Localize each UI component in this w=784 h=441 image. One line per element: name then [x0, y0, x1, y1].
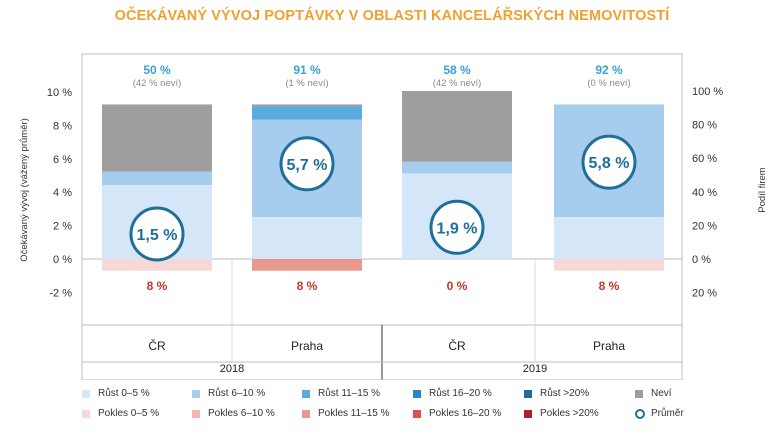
- bar-segment-r-st-0-5-: [554, 217, 664, 259]
- legend-label: Pokles >20%: [540, 408, 599, 419]
- dont-know-label: (42 % neví): [133, 78, 182, 89]
- bar-segment-nev-: [402, 91, 512, 162]
- legend-swatch: [192, 409, 200, 418]
- legend-item: Pokles 0–5 %: [82, 408, 159, 419]
- right-axis-title: Podíl firem: [757, 167, 768, 212]
- legend-item: Pokles 16–20 %: [413, 408, 501, 419]
- legend-item: Pokles 11–15 %: [302, 408, 390, 419]
- legend-item: Růst >20%: [524, 388, 589, 399]
- category-label: ČR: [148, 338, 166, 353]
- right-tick-label: 40 %: [692, 187, 717, 199]
- right-tick-label: 0 %: [692, 254, 711, 266]
- average-marker: [429, 199, 485, 255]
- decline-share-label: 8 %: [599, 279, 620, 293]
- legend-swatch: [302, 389, 310, 398]
- right-tick-label: 20 %: [692, 220, 717, 232]
- bar-segment-nev-: [102, 104, 212, 172]
- legend-label: Růst >20%: [540, 388, 590, 399]
- dont-know-label: (1 % neví): [285, 78, 328, 89]
- legend-swatch: [82, 409, 90, 418]
- decline-share-label: 0 %: [447, 279, 468, 293]
- right-tick-label: 60 %: [692, 153, 717, 165]
- left-tick-label: 6 %: [53, 154, 72, 166]
- left-tick-label: 0 %: [53, 254, 72, 266]
- left-tick-label: 4 %: [53, 187, 72, 199]
- category-label: Praha: [291, 339, 323, 353]
- year-label: 2018: [220, 363, 244, 375]
- bar-segment-r-st-11-15-: [252, 106, 362, 120]
- legend-swatch: [524, 389, 532, 398]
- legend-item: Pokles >20%: [524, 408, 599, 419]
- average-value-label: 5,7 %: [287, 157, 328, 174]
- category-label: ČR: [448, 338, 466, 353]
- right-tick-label: 80 %: [692, 120, 717, 132]
- legend-label: Pokles 0–5 %: [98, 408, 160, 419]
- growth-share-label: 58 %: [443, 63, 471, 77]
- legend-label: Růst 16–20 %: [429, 388, 492, 399]
- legend-swatch: [192, 389, 200, 398]
- average-marker: [279, 136, 335, 192]
- legend-label: Pokles 6–10 %: [208, 408, 275, 419]
- category-label: Praha: [593, 339, 625, 353]
- decline-share-label: 8 %: [147, 279, 168, 293]
- legend-label: Pokles 16–20 %: [429, 408, 502, 419]
- legend-item: Průměr: [635, 408, 684, 419]
- legend-swatch: [302, 409, 310, 418]
- average-marker: [581, 134, 637, 190]
- bar-segment-r-st-6-10-: [402, 161, 512, 174]
- bar-segment-decline: [554, 259, 664, 271]
- bar-segment-decline: [102, 259, 212, 271]
- legend-swatch: [82, 389, 90, 398]
- chart-canvas: -2 % 0 % 2 % 4 % 6 % 8 % 10 % 20 % 0 % 20 % 40 % 60…: [19, 53, 768, 380]
- legend-item: Růst 0–5 %: [82, 388, 150, 399]
- growth-share-label: 91 %: [293, 63, 321, 77]
- legend-item: Růst 6–10 %: [192, 388, 265, 399]
- legend-item: Růst 16–20 %: [413, 388, 492, 399]
- legend-label: Neví: [651, 388, 672, 399]
- legend: Růst 0–5 % Růst 6–10 % Růst 11–15 % Růst 16…: [82, 384, 722, 434]
- growth-share-label: 92 %: [595, 63, 623, 77]
- legend-swatch: [413, 389, 421, 398]
- bar-segment-decline: [252, 259, 362, 271]
- legend-swatch: [635, 408, 645, 419]
- legend-label: Růst 6–10 %: [208, 388, 266, 399]
- bar-segment-nev-: [252, 104, 362, 107]
- average-value-label: 5,8 %: [589, 155, 630, 172]
- legend-swatch: [524, 409, 532, 418]
- right-tick-label: 20 %: [692, 288, 717, 300]
- dont-know-label: (42 % neví): [433, 78, 482, 89]
- legend-item: Pokles 6–10 %: [192, 408, 275, 419]
- bar-segment-r-st-6-10-: [102, 171, 212, 186]
- average-value-label: 1,5 %: [137, 227, 178, 244]
- left-tick-label: -2 %: [49, 287, 72, 299]
- decline-share-label: 8 %: [297, 279, 318, 293]
- legend-swatch: [413, 409, 421, 418]
- legend-label: Pokles 11–15 %: [318, 408, 390, 419]
- right-tick-label: 100 %: [692, 86, 723, 98]
- left-tick-label: 2 %: [53, 221, 72, 233]
- growth-share-label: 50 %: [143, 63, 171, 77]
- bar-segment-r-st-0-5-: [252, 217, 362, 259]
- legend-item: Růst 11–15 %: [302, 388, 380, 399]
- dont-know-label: (0 % neví): [587, 78, 630, 89]
- left-tick-label: 10 %: [47, 87, 72, 99]
- chart-title: OČEKÁVANÝ VÝVOJ POPTÁVKY V OBLASTI KANCE…: [114, 8, 670, 24]
- legend-item: Neví: [635, 388, 672, 399]
- average-marker: [129, 206, 185, 262]
- legend-swatch: [635, 389, 643, 398]
- year-label: 2019: [523, 363, 547, 375]
- left-tick-label: 8 %: [53, 120, 72, 132]
- left-axis-title: Očekávaný vývoj (vážený průměr): [19, 118, 30, 262]
- average-value-label: 1,9 %: [437, 220, 478, 237]
- legend-label: Růst 11–15 %: [318, 388, 381, 399]
- legend-label: Růst 0–5 %: [98, 388, 150, 399]
- legend-label: Průměr: [651, 408, 684, 419]
